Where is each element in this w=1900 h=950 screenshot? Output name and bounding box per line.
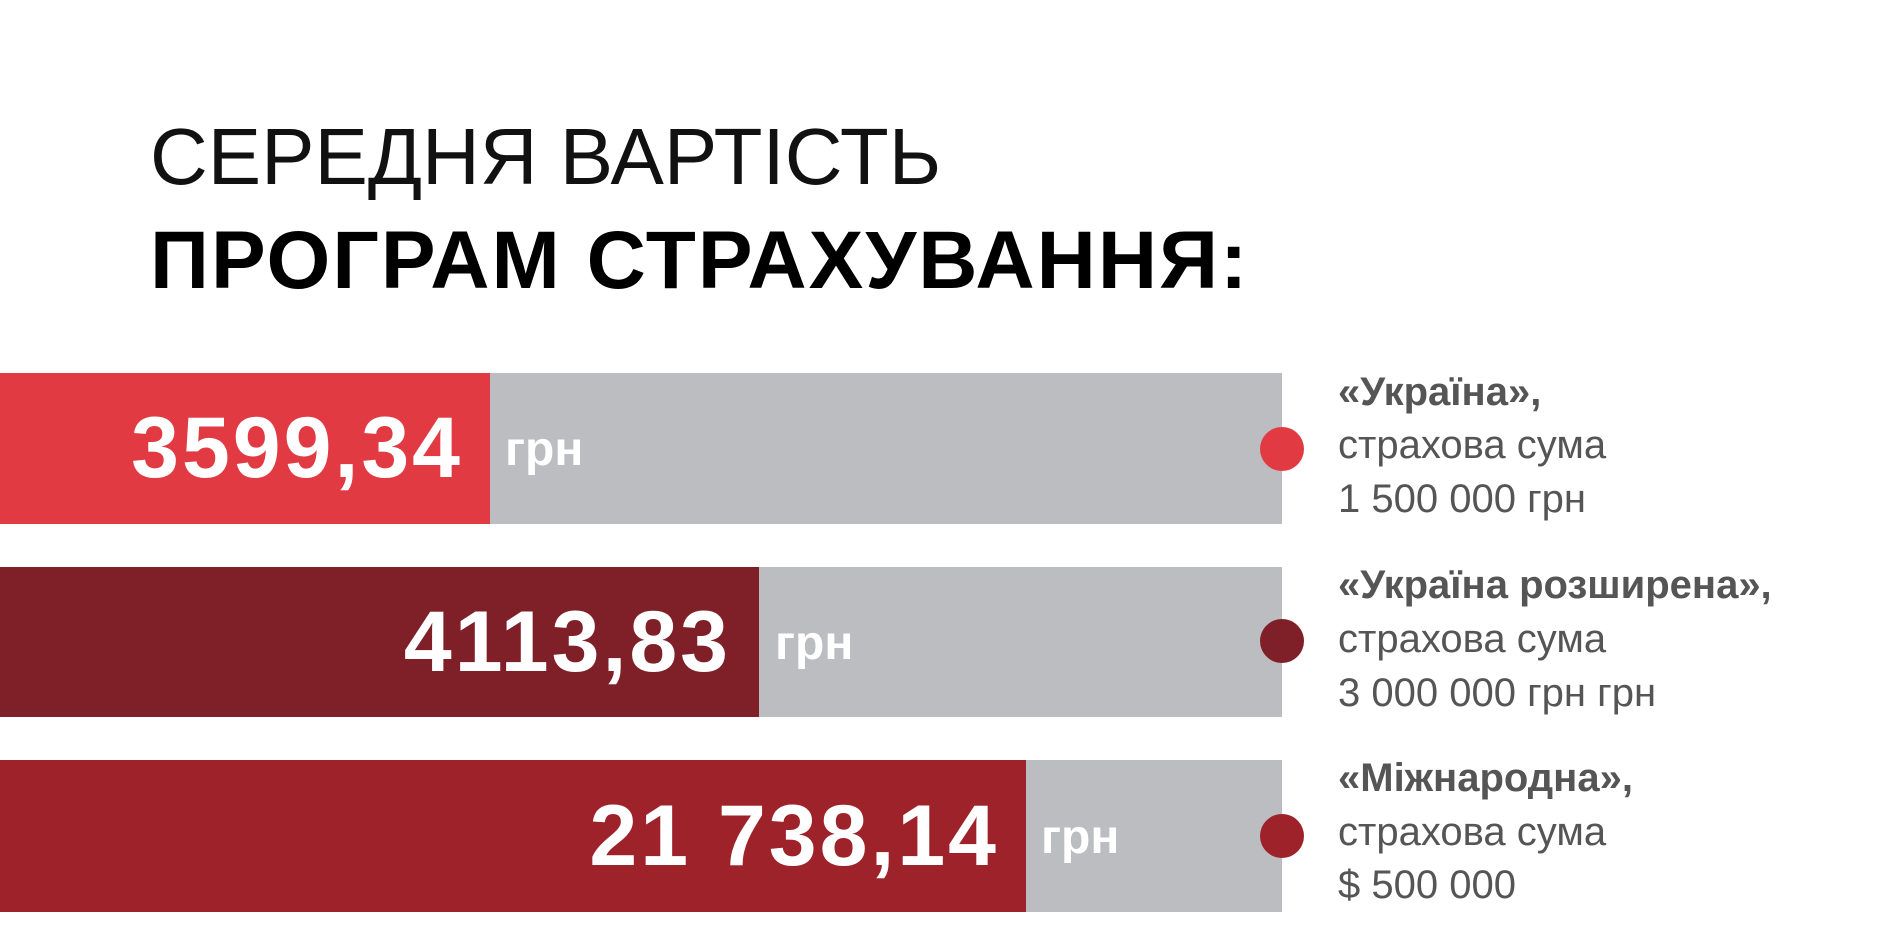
- program-sum: 1 500 000 грн: [1338, 477, 1586, 521]
- program-desc: страхова сума: [1338, 617, 1607, 661]
- unit: грн: [1041, 811, 1119, 864]
- row: 21 738,14 грн «Міжнародна», страхова сум…: [0, 756, 1633, 912]
- title-line: СЕРЕДНЯ ВАРТІСТЬ: [150, 112, 941, 201]
- program-name: «Україна розширена»,: [1338, 563, 1772, 607]
- row: 3599,34 грн «Україна», страхова сума 1 5…: [0, 370, 1607, 524]
- dot: [1260, 427, 1304, 471]
- title-line: ПРОГРАМ СТРАХУВАННЯ:: [150, 215, 1249, 306]
- program-name: «Міжнародна»,: [1338, 756, 1633, 800]
- program-name: «Україна»,: [1338, 370, 1541, 414]
- bar: [0, 373, 490, 524]
- dot: [1260, 619, 1304, 663]
- bar: [0, 760, 1026, 912]
- value: 3599,34: [131, 400, 463, 496]
- unit: грн: [775, 617, 853, 670]
- value: 21 738,14: [589, 788, 999, 884]
- bar: [0, 567, 759, 717]
- unit: грн: [505, 423, 583, 476]
- value: 4113,83: [404, 594, 731, 690]
- program-desc: страхова сума: [1338, 810, 1607, 854]
- program-sum: 3 000 000 грн грн: [1338, 671, 1656, 715]
- program-sum: $ 500 000: [1338, 863, 1516, 907]
- row: 4113,83 грн «Україна розширена», страхов…: [0, 563, 1772, 717]
- dot: [1260, 814, 1304, 858]
- program-desc: страхова сума: [1338, 423, 1607, 467]
